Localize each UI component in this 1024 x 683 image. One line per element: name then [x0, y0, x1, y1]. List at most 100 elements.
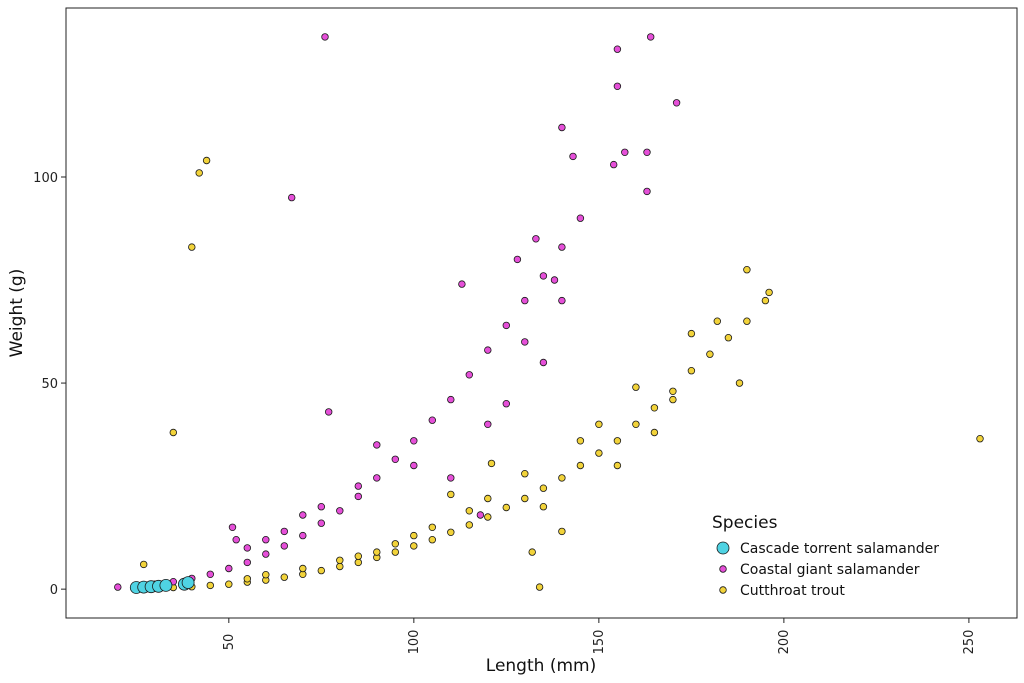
data-point [336, 556, 344, 564]
legend-marker [716, 541, 730, 555]
data-point [391, 548, 399, 556]
data-point [669, 387, 677, 395]
data-point [558, 296, 566, 305]
data-point [576, 214, 585, 222]
data-point [354, 558, 362, 567]
x-tick-label: 200 [777, 630, 792, 655]
data-point [321, 33, 329, 41]
legend-marker [719, 586, 727, 594]
data-point [373, 548, 381, 556]
data-point [613, 82, 622, 90]
data-point [195, 169, 203, 177]
data-point [243, 544, 251, 552]
data-point [159, 579, 173, 592]
legend-marker [719, 565, 727, 573]
data-point [288, 193, 296, 202]
data-point [610, 160, 618, 169]
data-point [202, 156, 211, 165]
data-point [647, 33, 655, 41]
data-point [532, 235, 540, 243]
data-point [613, 45, 622, 53]
data-point [299, 511, 307, 519]
data-point [373, 474, 381, 482]
data-point [447, 474, 455, 482]
x-tick-label: 50 [222, 634, 237, 651]
y-tick-label: 100 [33, 171, 58, 186]
data-point [558, 123, 566, 132]
data-point [354, 492, 362, 501]
data-point [528, 548, 536, 556]
legend-label: Cascade torrent salamander [740, 541, 939, 557]
data-point [539, 484, 548, 492]
data-point [672, 99, 681, 107]
data-point [521, 494, 529, 503]
legend-label: Coastal giant salamander [740, 562, 920, 578]
data-point [447, 395, 455, 404]
data-point [391, 540, 399, 548]
data-point [465, 371, 473, 379]
data-point [317, 503, 325, 511]
points-layer [114, 33, 984, 594]
data-point [650, 428, 659, 437]
data-point [535, 583, 544, 591]
data-point [225, 564, 233, 573]
data-point [706, 350, 714, 358]
data-point [484, 420, 492, 428]
data-point [765, 288, 773, 297]
data-point [354, 482, 362, 490]
data-point [181, 576, 195, 589]
data-point [595, 449, 603, 457]
data-point [317, 519, 325, 527]
data-point [502, 503, 510, 512]
data-point [521, 296, 529, 305]
data-point [410, 461, 418, 470]
data-point [299, 531, 307, 540]
x-tick-label: 100 [407, 630, 422, 655]
data-point [521, 470, 529, 478]
data-point [354, 552, 362, 560]
data-point [114, 583, 122, 591]
data-point [621, 148, 629, 156]
data-point [976, 435, 984, 443]
data-point [484, 513, 492, 521]
data-point [643, 148, 651, 156]
data-point [513, 255, 522, 264]
y-tick-label: 0 [50, 583, 58, 598]
legend-title: Species [712, 513, 778, 533]
y-axis-title: Weight (g) [7, 269, 27, 358]
data-point [539, 503, 548, 511]
data-point [428, 536, 436, 544]
data-point [225, 580, 233, 588]
data-point [569, 152, 577, 161]
data-point [169, 428, 177, 437]
x-axis-title: Length (mm) [486, 656, 596, 676]
data-point [487, 459, 496, 468]
data-point [206, 581, 214, 590]
data-point [576, 461, 585, 470]
data-point [761, 296, 770, 305]
data-point [373, 441, 381, 449]
y-tick-label: 50 [41, 377, 58, 392]
data-point [232, 536, 240, 544]
data-point [299, 564, 307, 573]
data-point [735, 379, 744, 387]
data-point [428, 416, 436, 424]
data-point [484, 346, 492, 354]
data-point [502, 400, 510, 408]
data-point [595, 420, 603, 428]
legend-items: Cascade torrent salamander Coastal giant … [716, 541, 939, 599]
data-point [521, 338, 529, 346]
data-point [550, 276, 559, 284]
data-point [262, 536, 270, 544]
data-point [391, 455, 399, 463]
data-point [743, 317, 751, 325]
data-point [558, 527, 566, 536]
data-point [613, 461, 622, 470]
data-point [280, 527, 288, 536]
axes-layer: 50 100 150 200 250 0 50 100 [33, 171, 977, 654]
data-point [465, 521, 473, 529]
data-point [447, 490, 455, 499]
data-point [558, 243, 566, 251]
data-point [228, 523, 237, 531]
